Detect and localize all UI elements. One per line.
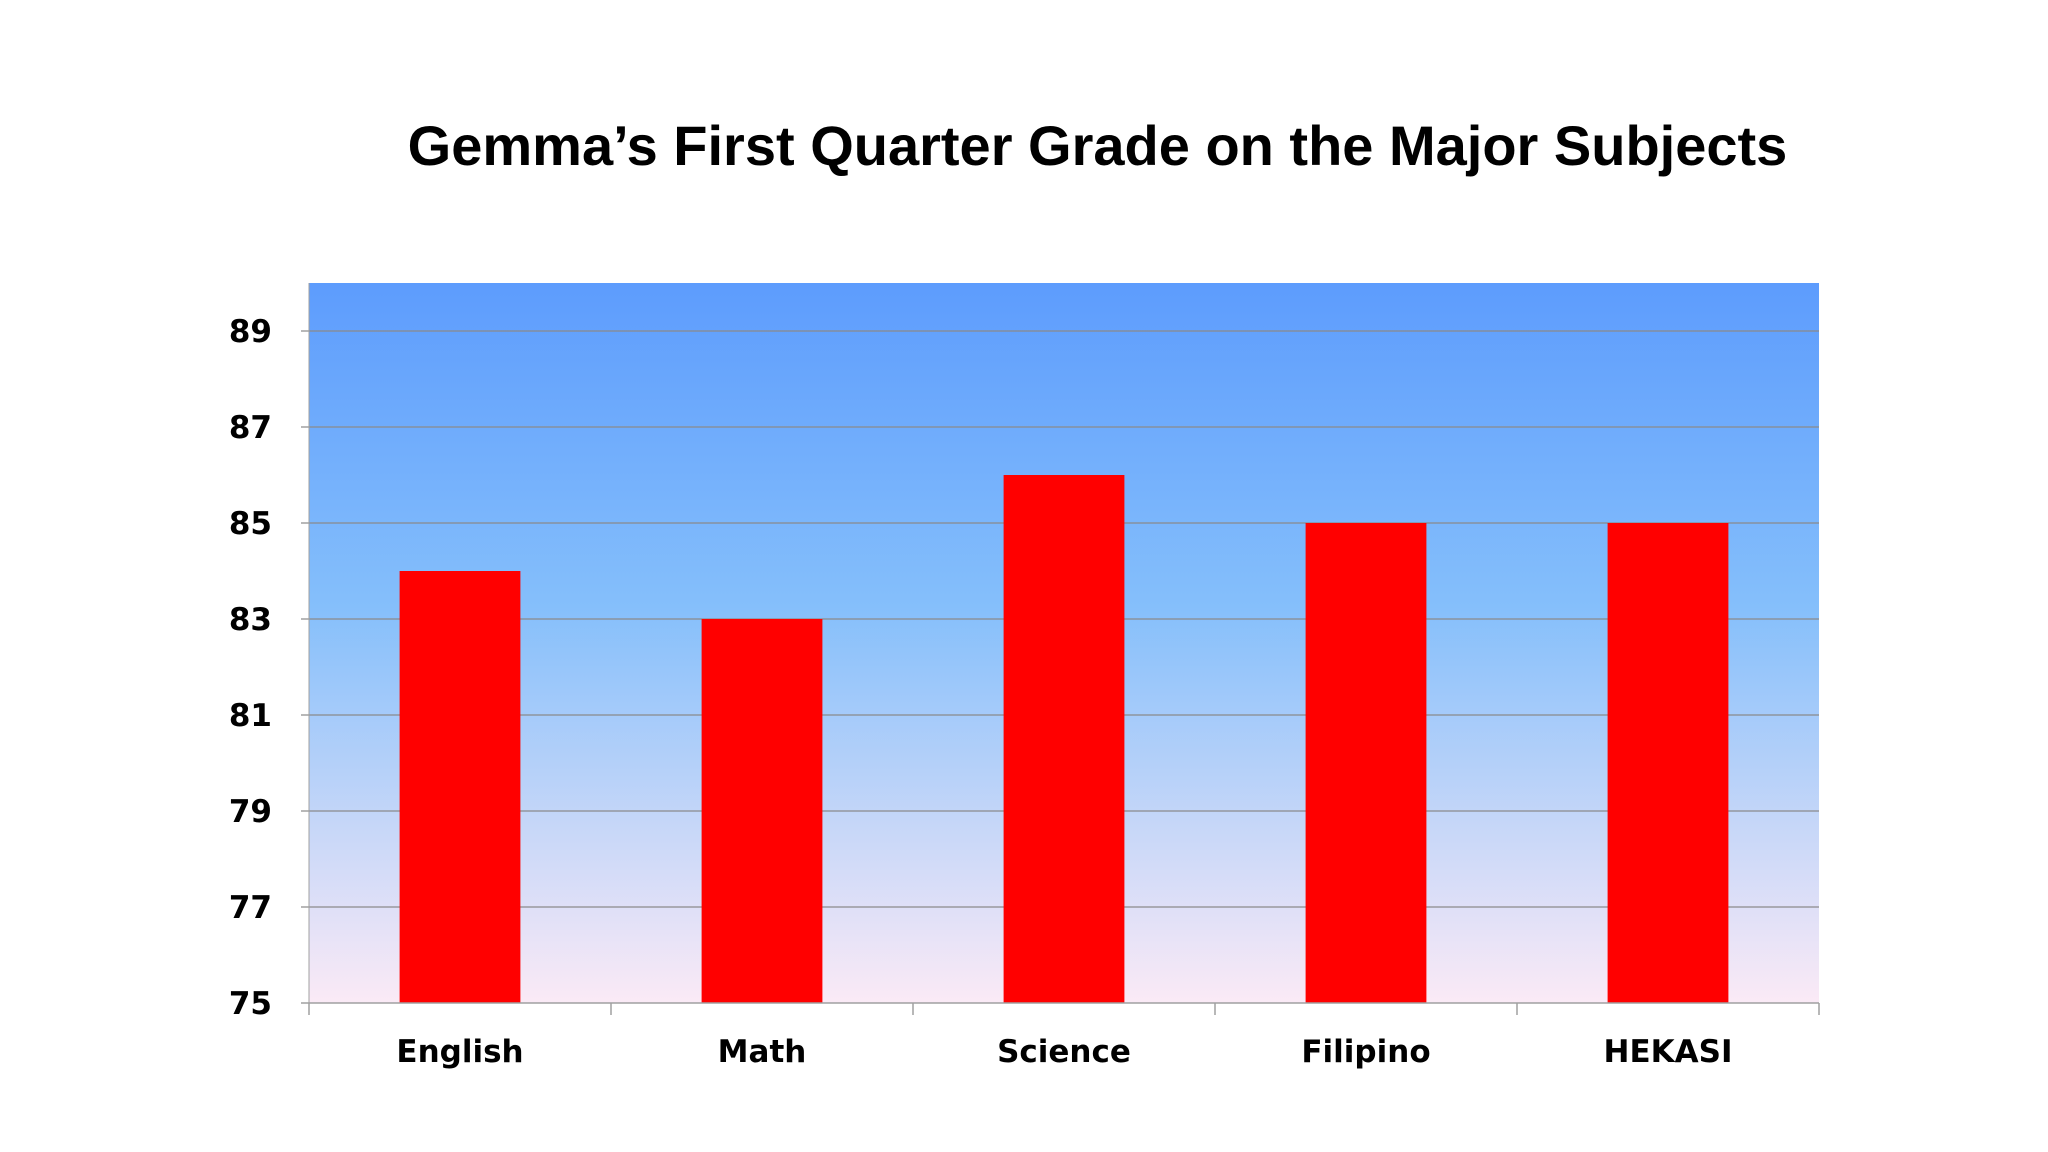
- chart-title-text: Gemma’s First Quarter Grade on the Major…: [407, 114, 1788, 177]
- bar-english: [399, 571, 521, 1003]
- bar-math: [701, 619, 823, 1003]
- bar-hekasi: [1607, 523, 1729, 1003]
- bars: [399, 475, 1729, 1003]
- y-tick-label: 87: [229, 410, 272, 446]
- bar-filipino: [1305, 523, 1427, 1003]
- x-category-label: Filipino: [1301, 1034, 1430, 1070]
- y-tick-label: 75: [229, 986, 272, 1022]
- y-tick-label: 79: [229, 794, 272, 830]
- y-tick-label: 89: [229, 314, 272, 350]
- axes: [301, 283, 1820, 1015]
- y-tick-label: 83: [229, 602, 272, 638]
- x-category-label: Science: [997, 1034, 1131, 1070]
- bar-science: [1003, 475, 1125, 1003]
- x-category-labels: English Math Science Filipino HEKASI: [396, 1034, 1732, 1070]
- x-category-label: English: [396, 1034, 523, 1070]
- x-category-label: HEKASI: [1604, 1034, 1733, 1070]
- x-category-label: Math: [718, 1034, 807, 1070]
- y-tick-label: 77: [229, 890, 272, 926]
- y-tick-labels: 75 77 79 81 83 85 87 89: [229, 314, 272, 1022]
- y-tick-label: 85: [229, 506, 272, 542]
- y-tick-label: 81: [229, 698, 272, 734]
- chart-title: Gemma’s First Quarter Grade on the Major…: [0, 118, 2048, 174]
